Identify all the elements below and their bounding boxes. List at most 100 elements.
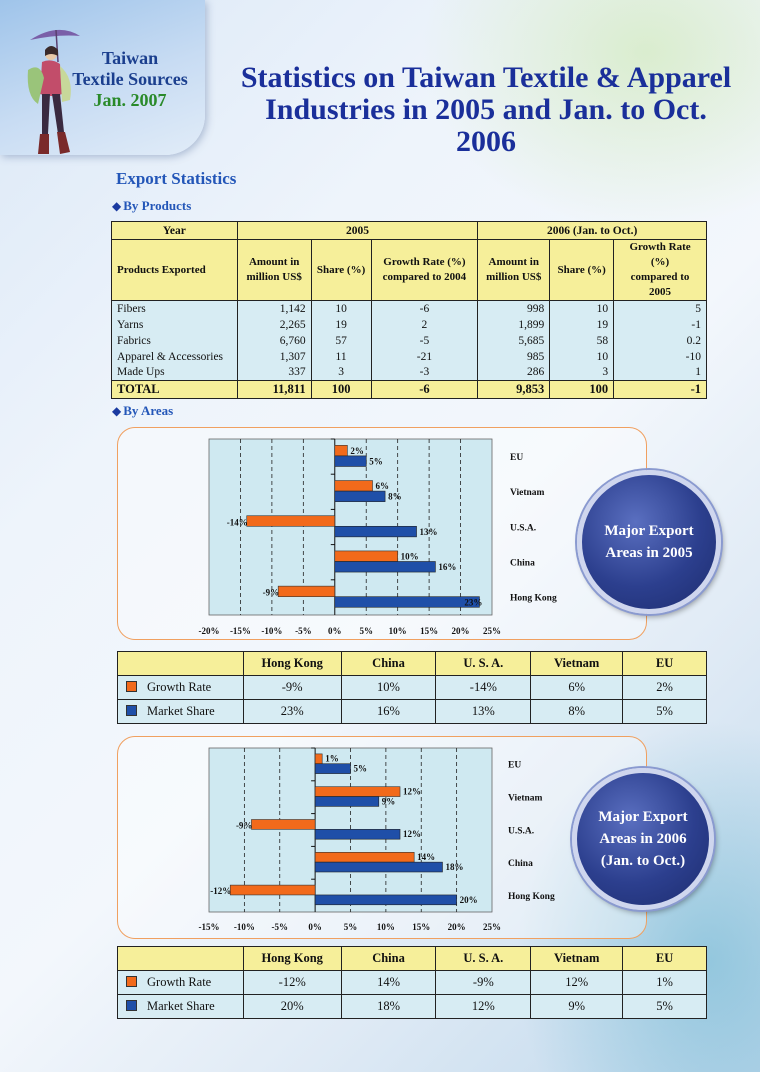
- by-products-label: By Products: [123, 198, 192, 213]
- col-growth-2006-line1: Growth Rate (%): [629, 241, 691, 268]
- tick-label: -15%: [199, 922, 220, 932]
- data-label-growth: 6%: [376, 481, 390, 491]
- growth-value: 1%: [622, 970, 707, 995]
- share-value: 5%: [622, 994, 707, 1019]
- amount-2005: 2,265: [236, 316, 312, 333]
- bar-growth-usa: [251, 819, 316, 830]
- total-share-2006: 100: [549, 380, 615, 399]
- growth-value: -14%: [435, 675, 532, 700]
- growth-2006: 1: [613, 364, 707, 381]
- growth-rate-text: Growth Rate: [147, 680, 212, 694]
- table-row-share: Market Share 23% 16% 13% 8% 5%: [117, 699, 707, 724]
- share-value: 12%: [435, 994, 532, 1019]
- amount-2005: 6,760: [236, 332, 312, 349]
- col-share-2006: Share (%): [549, 239, 615, 301]
- badge-major-export-2006: Major Export Areas in 2006 (Jan. to Oct.…: [572, 768, 714, 910]
- share-2006: 10: [549, 300, 615, 317]
- share-value: 9%: [530, 994, 624, 1019]
- areas-header-blank: [117, 946, 244, 971]
- data-label-growth: 12%: [403, 787, 421, 797]
- area-header: China: [340, 651, 437, 676]
- table-row: Apparel & Accessories 1,307 11 -21 985 1…: [111, 348, 707, 365]
- col-growth-2006: Growth Rate (%) compared to 2005: [613, 239, 707, 301]
- subheading-by-products: ◆ By Products: [112, 198, 191, 214]
- col-amount-2006: Amount in million US$: [477, 239, 551, 301]
- areas-table-header: Hong Kong China U. S. A. Vietnam EU: [117, 946, 707, 971]
- total-amount-2005: 11,811: [236, 380, 312, 399]
- growth-value: -12%: [242, 970, 342, 995]
- tick-label: -10%: [261, 626, 282, 636]
- share-value: 18%: [340, 994, 437, 1019]
- growth-value: -9%: [242, 675, 342, 700]
- area-header: EU: [622, 651, 707, 676]
- fashion-figure-illustration: [27, 29, 80, 154]
- products-table: Year 2005 2006 (Jan. to Oct.) Products E…: [111, 221, 707, 399]
- corner-title: Taiwan Textile Sources Jan. 2007: [60, 48, 200, 111]
- growth-2006: -1: [613, 316, 707, 333]
- share-2006: 10: [549, 348, 615, 365]
- tick-label: 0%: [308, 922, 322, 932]
- table-year-row: Year 2005 2006 (Jan. to Oct.): [111, 221, 707, 240]
- market-share-text: Market Share: [147, 704, 215, 718]
- growth-value: -9%: [435, 970, 532, 995]
- data-label-growth: 2%: [350, 446, 364, 456]
- growth-2006: 5: [613, 300, 707, 317]
- chart-box-2005: -20% -15% -10% -5% 0% 5% 10% 15% 20% 25% 2% 5% EU 6% 8…: [117, 427, 647, 640]
- share-value: 16%: [340, 699, 437, 724]
- share-value: 8%: [530, 699, 624, 724]
- data-label-growth: 14%: [417, 852, 435, 862]
- amount-2006: 286: [477, 364, 551, 381]
- col-amount-2005-line1: Amount in: [248, 256, 300, 268]
- bar-share-vietnam: [314, 796, 380, 807]
- share-value: 23%: [242, 699, 342, 724]
- product-name: Fibers: [111, 300, 238, 317]
- tick-label: 25%: [483, 922, 501, 932]
- page-title-line1: Statistics on Taiwan Textile & Apparel: [240, 61, 732, 94]
- share-2006: 58: [549, 332, 615, 349]
- total-amount-2006: 9,853: [477, 380, 551, 399]
- table-row: Fibers 1,142 10 -6 998 10 5: [111, 300, 707, 317]
- market-share-label: Market Share: [117, 699, 244, 724]
- growth-2005: 2: [370, 316, 479, 333]
- bar-share-eu: [314, 763, 351, 774]
- area-header: Vietnam: [530, 946, 624, 971]
- subheading-by-areas: ◆ By Areas: [112, 403, 173, 419]
- col-amount-2006-line2: million US$: [486, 271, 542, 283]
- tick-label: 25%: [483, 626, 501, 636]
- category-label: Vietnam: [508, 794, 543, 804]
- tick-label: 20%: [448, 922, 466, 932]
- areas-table-2006: Hong Kong China U. S. A. Vietnam EU Grow…: [117, 946, 707, 1019]
- data-label-share: 23%: [464, 597, 482, 607]
- table-row: Fabrics 6,760 57 -5 5,685 58 0.2: [111, 332, 707, 349]
- growth-value: 6%: [530, 675, 624, 700]
- tick-label: 0%: [328, 626, 342, 636]
- col-share-2005: Share (%): [310, 239, 372, 301]
- tick-label: 5%: [359, 626, 373, 636]
- data-label-share: 9%: [382, 796, 396, 806]
- amount-2006: 1,899: [477, 316, 551, 333]
- data-label-share: 18%: [445, 862, 463, 872]
- growth-value: 12%: [530, 970, 624, 995]
- tick-label: -20%: [199, 626, 220, 636]
- category-label: Hong Kong: [508, 892, 555, 902]
- corner-line-taiwan: Taiwan: [101, 48, 159, 68]
- table-row-growth: Growth Rate -12% 14% -9% 12% 1%: [117, 970, 707, 995]
- tick-label: -15%: [230, 626, 251, 636]
- tick-label: 15%: [412, 922, 430, 932]
- data-label-share: 5%: [369, 456, 383, 466]
- badge-2006-line2: Areas in 2006: [599, 831, 687, 847]
- bar-share-china: [334, 561, 436, 573]
- badge-2005-line2: Areas in 2005: [605, 545, 693, 561]
- table-total-row: TOTAL 11,811 100 -6 9,853 100 -1: [111, 380, 707, 399]
- share-2005: 3: [310, 364, 372, 381]
- area-header: Hong Kong: [242, 946, 342, 971]
- table-row-growth: Growth Rate -9% 10% -14% 6% 2%: [117, 675, 707, 700]
- amount-2006: 998: [477, 300, 551, 317]
- year-2006-header: 2006 (Jan. to Oct.): [477, 221, 707, 240]
- category-label: China: [510, 558, 535, 568]
- growth-rate-text: Growth Rate: [147, 975, 212, 989]
- share-2006: 19: [549, 316, 615, 333]
- table-column-header-row: Products Exported Amount in million US$ S…: [111, 239, 707, 301]
- data-label-growth: 10%: [401, 551, 419, 561]
- chart-2005: -20% -15% -10% -5% 0% 5% 10% 15% 20% 25% 2% 5% EU 6%8…: [199, 438, 557, 636]
